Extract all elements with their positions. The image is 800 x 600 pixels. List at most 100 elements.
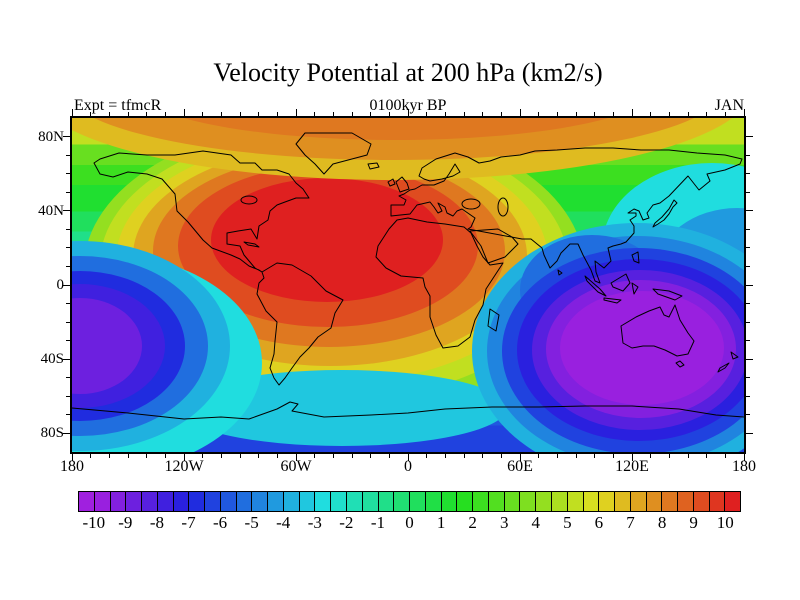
caspian-sea (497, 197, 509, 217)
lon-tick (71, 109, 73, 116)
colorbar-cell (346, 491, 363, 512)
coast-arabia (469, 228, 519, 264)
coast-cuba (243, 241, 260, 248)
lon-tick (724, 454, 726, 458)
great-lakes (240, 195, 258, 205)
lon-tick (164, 454, 166, 458)
colorbar-tick-label: -1 (370, 513, 385, 532)
lon-tick (202, 112, 204, 116)
colorbar-tick-label: 6 (594, 513, 604, 532)
lon-tick (202, 454, 204, 458)
colorbar-cell (661, 491, 679, 512)
y-axis-label: 0 (56, 277, 65, 293)
lat-tick (746, 321, 750, 323)
lon-tick (127, 112, 129, 116)
colorbar-tick-label: -5 (244, 513, 259, 532)
lat-tick (66, 191, 70, 193)
lat-tick (746, 284, 753, 286)
lat-tick (746, 136, 753, 138)
lon-tick (500, 112, 502, 116)
coast-antarctica (72, 401, 744, 420)
lon-tick (724, 112, 726, 116)
lon-tick (276, 454, 278, 458)
lon-tick (146, 112, 148, 116)
y-axis-label: 40S (40, 351, 64, 368)
colorbar-cell (251, 491, 269, 512)
lon-tick (258, 112, 260, 116)
lon-tick (743, 109, 745, 116)
lon-tick (631, 109, 633, 116)
lat-tick (63, 210, 70, 212)
lat-tick (746, 432, 753, 434)
coast-sumatra (584, 275, 607, 297)
colorbar-cell (566, 491, 584, 512)
lat-tick (66, 303, 70, 305)
colorbar-tick-label: -7 (181, 513, 196, 532)
lon-tick (594, 454, 596, 458)
lat-tick (66, 265, 70, 267)
lon-tick (183, 454, 185, 461)
lon-tick (127, 454, 129, 458)
lon-tick (388, 112, 390, 116)
colorbar-tick-label: 4 (531, 513, 541, 532)
lon-tick (90, 112, 92, 116)
lon-tick (407, 109, 409, 116)
colorbar-cell (614, 491, 631, 512)
coast-sulawesi (631, 282, 639, 295)
lon-tick (706, 112, 708, 116)
coast-north-america (93, 150, 310, 273)
colorbar-cell (677, 491, 694, 512)
lon-tick (482, 454, 484, 458)
lon-tick (538, 454, 540, 458)
lon-tick (556, 112, 558, 116)
x-axis-label: 120E (615, 458, 649, 475)
lon-tick (90, 454, 92, 458)
lon-tick (71, 454, 73, 461)
lat-tick (746, 191, 750, 193)
lon-tick (743, 454, 745, 461)
colorbar-tick-label: 5 (563, 513, 572, 532)
south-atlantic-band (177, 370, 507, 446)
colorbar-cell (361, 491, 379, 512)
lon-tick (388, 454, 390, 458)
coastlines (72, 132, 744, 420)
lat-tick (746, 377, 750, 379)
lon-tick (650, 454, 652, 458)
lon-tick (575, 454, 577, 458)
lon-tick (519, 454, 521, 461)
colorbar-cell (393, 491, 411, 512)
coast-ireland (387, 178, 396, 187)
colorbar-cell (188, 491, 206, 512)
colorbar-cell (125, 491, 143, 512)
colorbar-cell (330, 491, 348, 512)
lon-tick (426, 112, 428, 116)
colorbar-cell (235, 491, 253, 512)
colorbar-tick-label: -3 (307, 513, 322, 532)
colorbar-cell (298, 491, 316, 512)
negative-center-indian-bands (472, 223, 744, 452)
lon-tick (295, 454, 297, 461)
lat-tick (746, 247, 750, 249)
lon-tick (706, 454, 708, 458)
lon-tick (444, 454, 446, 458)
lat-tick (746, 228, 750, 230)
lat-tick (66, 414, 70, 416)
lat-tick (63, 284, 70, 286)
coast-eurasia (390, 147, 743, 284)
lat-tick (746, 210, 753, 212)
colorbar-cell (582, 491, 600, 512)
coast-uk (395, 176, 410, 193)
lon-tick (612, 454, 614, 458)
lon-tick (295, 109, 297, 116)
colorbar-tick-label: 7 (626, 513, 635, 532)
lat-tick (66, 228, 70, 230)
lon-tick (463, 112, 465, 116)
lat-tick (746, 265, 750, 267)
lon-tick (332, 112, 334, 116)
lon-tick (314, 454, 316, 458)
coast-tasmania (675, 360, 685, 368)
lat-tick (63, 358, 70, 360)
x-axis-label: 0 (404, 458, 412, 475)
colorbar-tick-label: 3 (499, 513, 509, 532)
colorbar-cell (550, 491, 568, 512)
